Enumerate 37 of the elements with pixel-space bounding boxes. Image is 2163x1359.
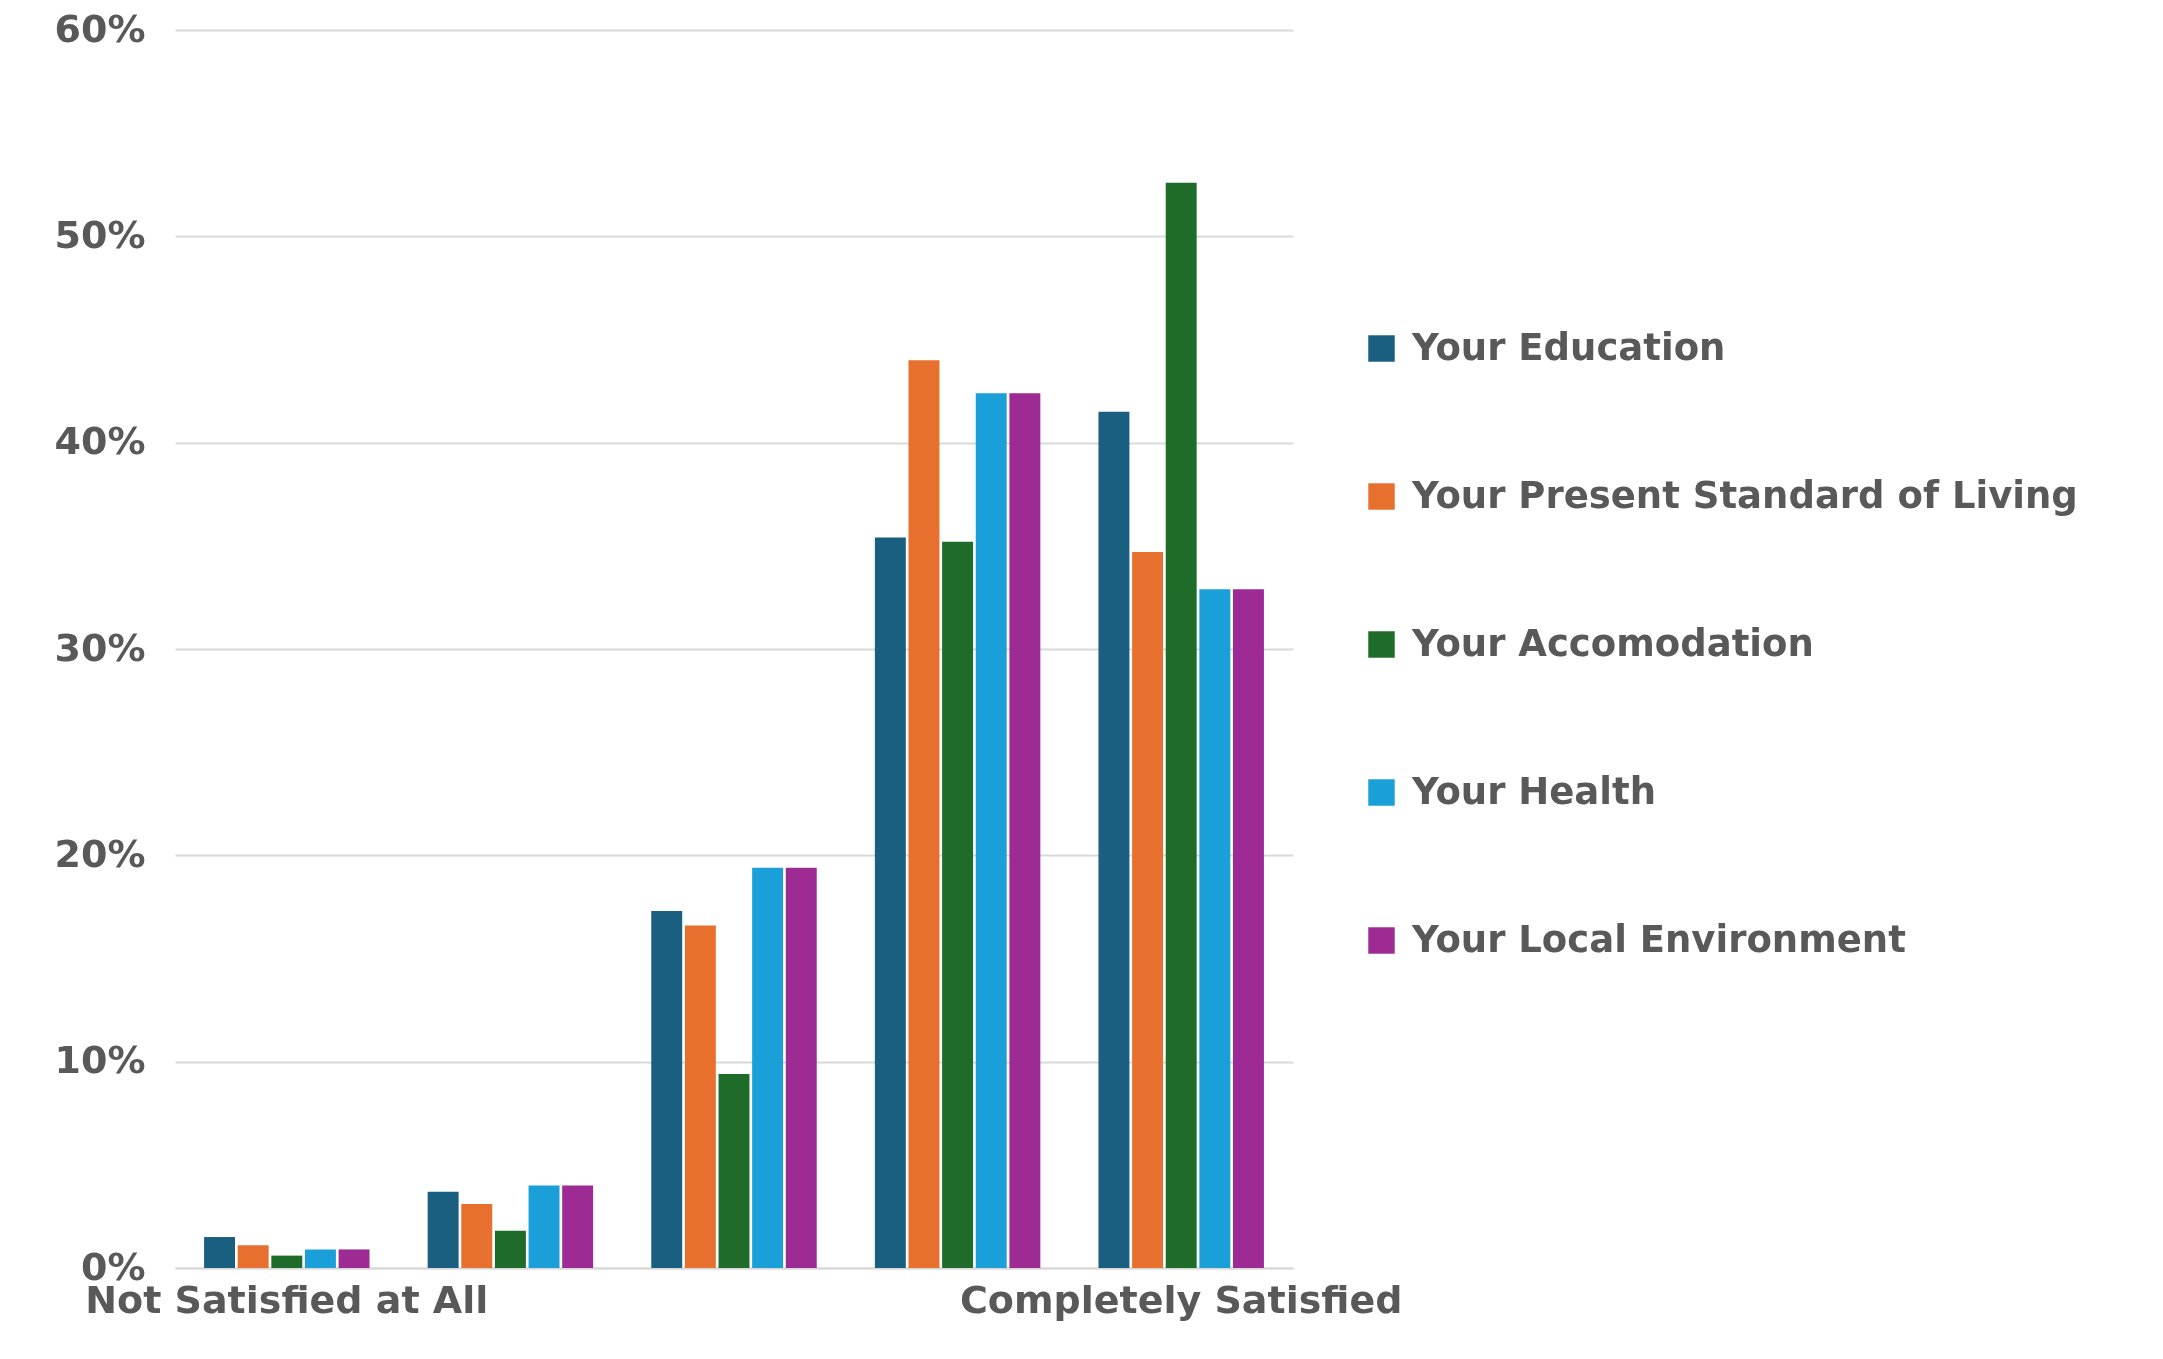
bar <box>204 1237 236 1268</box>
bar <box>338 1249 370 1268</box>
x-tick-label: Completely Satisfied <box>959 1277 1403 1322</box>
bar <box>1132 552 1164 1268</box>
bar <box>874 537 906 1268</box>
bar <box>942 541 974 1268</box>
bar <box>1098 411 1130 1268</box>
bar <box>718 1074 750 1268</box>
bar <box>975 393 1007 1268</box>
y-tick-label: 20% <box>54 831 146 876</box>
y-tick-label: 60% <box>54 6 146 51</box>
legend-label: Your Health <box>1411 769 1657 813</box>
y-tick-label: 50% <box>54 212 146 257</box>
bar <box>494 1230 526 1268</box>
bar <box>1009 393 1041 1268</box>
y-tick-label: 30% <box>54 625 146 670</box>
y-tick-label: 10% <box>54 1038 146 1083</box>
bar <box>1199 589 1231 1268</box>
legend-label: Your Present Standard of Living <box>1411 473 2078 517</box>
bar <box>271 1255 303 1268</box>
legend-label: Your Education <box>1411 325 1726 369</box>
bar <box>651 911 683 1268</box>
bar <box>562 1185 594 1268</box>
bar <box>528 1185 560 1268</box>
bar <box>785 867 817 1268</box>
legend-label: Your Local Environment <box>1411 917 1906 961</box>
bar <box>1165 182 1197 1268</box>
bar <box>1232 589 1264 1268</box>
bar <box>461 1204 493 1268</box>
bar <box>752 867 784 1268</box>
bar <box>304 1249 336 1268</box>
bar <box>908 360 940 1268</box>
bar <box>684 925 716 1268</box>
legend-label: Your Accomodation <box>1411 621 1814 665</box>
bar <box>427 1191 459 1268</box>
y-tick-label: 40% <box>54 419 146 464</box>
bar <box>237 1245 269 1268</box>
